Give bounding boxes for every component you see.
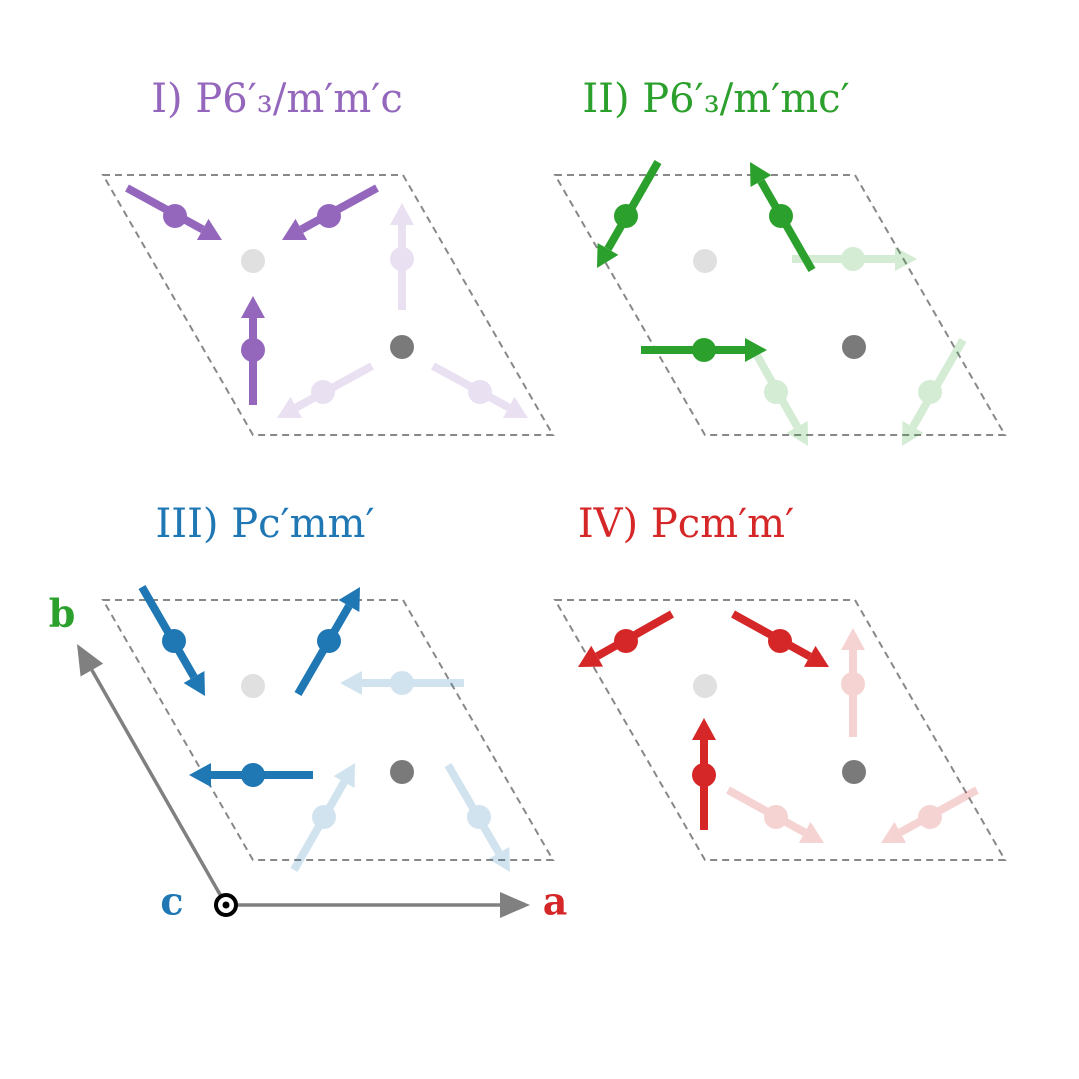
site-dark bbox=[842, 335, 866, 359]
site-light bbox=[693, 249, 717, 273]
spin-arrow-faded bbox=[340, 671, 464, 695]
axis-b bbox=[77, 644, 228, 906]
unit-cell bbox=[553, 599, 1007, 861]
site-dark bbox=[390, 760, 414, 784]
spin-arrow bbox=[282, 184, 379, 240]
axis-label-c: c bbox=[160, 879, 183, 924]
panel-title: IV) Pcm′m′ bbox=[578, 501, 794, 547]
axis-label-b: b bbox=[49, 591, 76, 636]
spin-arrow bbox=[750, 162, 816, 272]
axis-a bbox=[226, 892, 530, 918]
spin-arrow bbox=[692, 718, 716, 830]
unit-cell bbox=[101, 174, 555, 436]
spin-arrow bbox=[641, 338, 767, 362]
panel-title: II) P6′₃/m′mc′ bbox=[582, 76, 849, 122]
site-light bbox=[241, 674, 265, 698]
spin-arrow bbox=[578, 610, 674, 667]
spin-arrow bbox=[597, 160, 662, 268]
spin-arrow-faded bbox=[881, 786, 979, 843]
spin-arrow-faded bbox=[444, 762, 510, 872]
spin-arrow-faded bbox=[290, 763, 355, 872]
spin-arrow-faded bbox=[431, 362, 528, 418]
spin-arrow bbox=[241, 296, 265, 405]
spin-arrow bbox=[125, 184, 222, 240]
spin-arrow-faded bbox=[277, 362, 374, 418]
site-dark bbox=[390, 335, 414, 359]
panel-title: III) Pc′mm′ bbox=[155, 501, 374, 547]
spin-arrow-faded bbox=[726, 786, 824, 843]
spin-arrow bbox=[138, 584, 205, 696]
spin-arrow-faded bbox=[792, 247, 917, 271]
axis-c-dot bbox=[222, 901, 230, 909]
spin-arrow-faded bbox=[750, 348, 808, 446]
site-dark bbox=[842, 760, 866, 784]
site-light bbox=[241, 249, 265, 273]
spin-arrow-faded bbox=[902, 338, 967, 446]
spin-arrow bbox=[731, 610, 829, 667]
panel-title: I) P6′₃/m′m′c bbox=[151, 76, 403, 122]
spin-arrow bbox=[189, 763, 313, 787]
spin-arrow-faded bbox=[390, 203, 414, 310]
spin-arrow-faded bbox=[841, 628, 865, 737]
site-light bbox=[693, 674, 717, 698]
axis-label-a: a bbox=[543, 879, 568, 924]
spin-arrow bbox=[294, 587, 360, 697]
